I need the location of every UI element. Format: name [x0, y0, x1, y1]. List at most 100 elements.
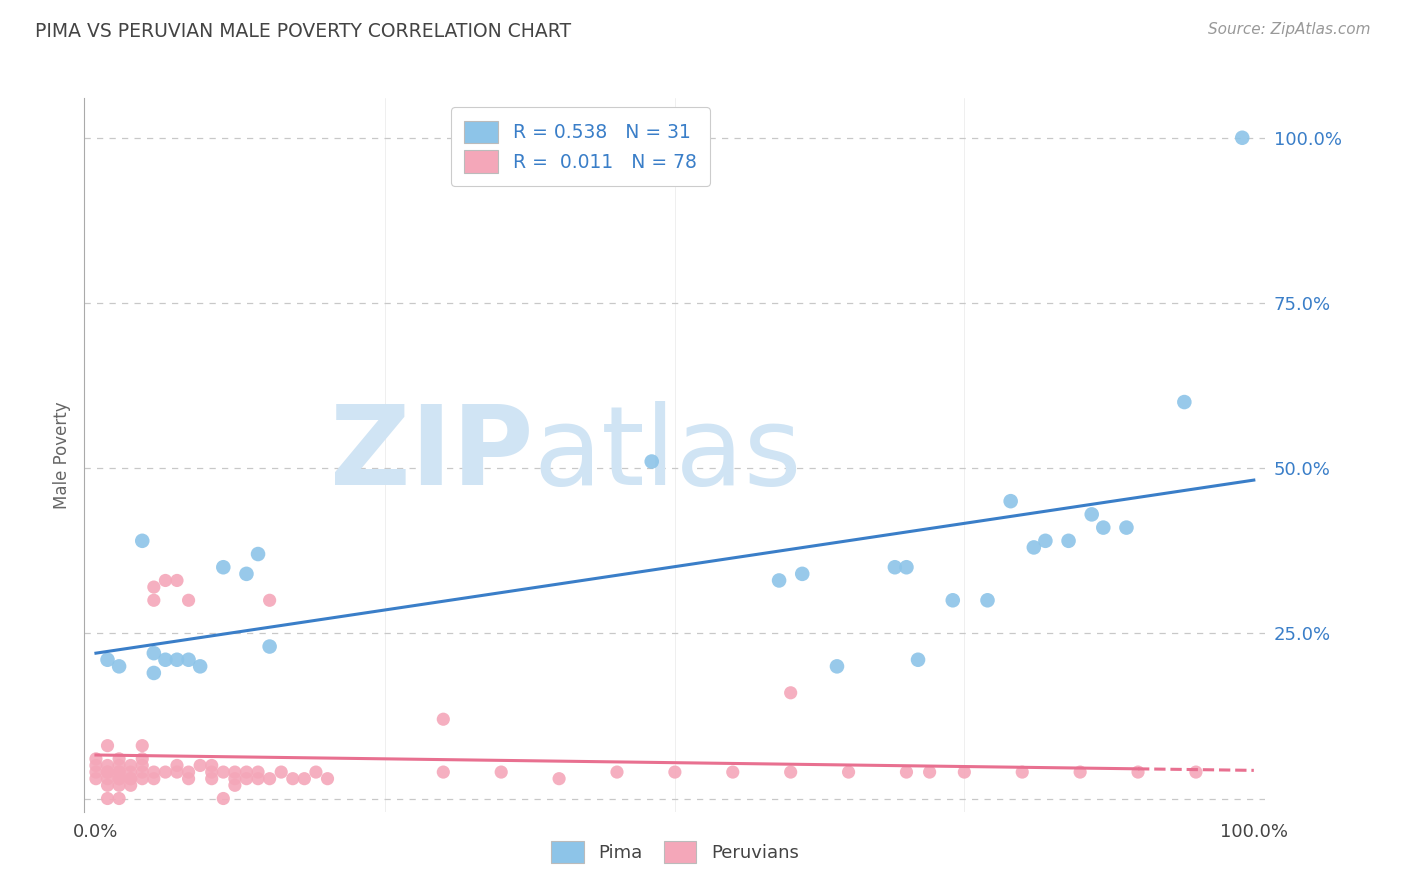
Point: [108, 791, 131, 805]
Point: [224, 778, 246, 792]
Point: [96, 772, 118, 786]
Point: [166, 758, 188, 772]
Point: [142, 646, 165, 660]
Point: [918, 765, 941, 780]
Point: [838, 765, 860, 780]
Point: [235, 566, 257, 581]
Point: [212, 791, 235, 805]
Point: [120, 778, 142, 792]
Point: [305, 765, 328, 780]
Point: [292, 772, 315, 786]
Point: [664, 765, 686, 780]
Point: [825, 659, 848, 673]
Point: [96, 778, 118, 792]
Point: [177, 653, 200, 667]
Text: Source: ZipAtlas.com: Source: ZipAtlas.com: [1208, 22, 1371, 37]
Point: [131, 533, 153, 548]
Point: [131, 758, 153, 772]
Point: [259, 593, 281, 607]
Point: [84, 758, 107, 772]
Point: [108, 778, 131, 792]
Point: [108, 659, 131, 673]
Point: [907, 653, 929, 667]
Point: [883, 560, 905, 574]
Point: [1185, 765, 1208, 780]
Point: [96, 765, 118, 780]
Point: [1022, 541, 1045, 555]
Point: [212, 765, 235, 780]
Point: [108, 772, 131, 786]
Point: [142, 665, 165, 680]
Point: [792, 566, 814, 581]
Point: [942, 593, 965, 607]
Point: [281, 772, 304, 786]
Point: [224, 772, 246, 786]
Point: [96, 765, 118, 780]
Point: [201, 772, 224, 786]
Point: [108, 772, 131, 786]
Point: [247, 772, 270, 786]
Point: [108, 765, 131, 780]
Point: [131, 739, 153, 753]
Point: [120, 758, 142, 772]
Point: [142, 593, 165, 607]
Point: [1011, 765, 1033, 780]
Point: [779, 765, 801, 780]
Point: [1173, 395, 1195, 409]
Y-axis label: Male Poverty: Male Poverty: [53, 401, 72, 508]
Point: [432, 712, 454, 726]
Point: [896, 765, 918, 780]
Point: [166, 574, 188, 588]
Point: [235, 772, 257, 786]
Point: [96, 758, 118, 772]
Point: [120, 772, 142, 786]
Point: [155, 765, 177, 780]
Point: [120, 772, 142, 786]
Point: [432, 765, 454, 780]
Point: [896, 560, 918, 574]
Point: [177, 765, 200, 780]
Point: [108, 765, 131, 780]
Point: [779, 686, 801, 700]
Point: [166, 653, 188, 667]
Point: [84, 772, 107, 786]
Point: [548, 772, 571, 786]
Point: [641, 454, 664, 468]
Point: [721, 765, 744, 780]
Point: [84, 765, 107, 780]
Point: [155, 574, 177, 588]
Point: [188, 758, 211, 772]
Point: [84, 752, 107, 766]
Point: [212, 560, 235, 574]
Point: [131, 772, 153, 786]
Point: [316, 772, 339, 786]
Point: [247, 765, 270, 780]
Point: [224, 765, 246, 780]
Point: [259, 640, 281, 654]
Text: PIMA VS PERUVIAN MALE POVERTY CORRELATION CHART: PIMA VS PERUVIAN MALE POVERTY CORRELATIO…: [35, 22, 571, 41]
Point: [96, 653, 118, 667]
Point: [259, 772, 281, 786]
Point: [1080, 508, 1102, 522]
Point: [108, 758, 131, 772]
Point: [177, 772, 200, 786]
Point: [96, 739, 118, 753]
Point: [1069, 765, 1091, 780]
Point: [96, 791, 118, 805]
Point: [142, 580, 165, 594]
Point: [1232, 130, 1254, 145]
Point: [953, 765, 976, 780]
Point: [235, 765, 257, 780]
Point: [1115, 520, 1137, 534]
Point: [247, 547, 270, 561]
Point: [131, 752, 153, 766]
Point: [1000, 494, 1022, 508]
Point: [201, 765, 224, 780]
Point: [1057, 533, 1080, 548]
Point: [489, 765, 512, 780]
Point: [976, 593, 998, 607]
Point: [142, 765, 165, 780]
Point: [768, 574, 790, 588]
Point: [120, 765, 142, 780]
Point: [142, 772, 165, 786]
